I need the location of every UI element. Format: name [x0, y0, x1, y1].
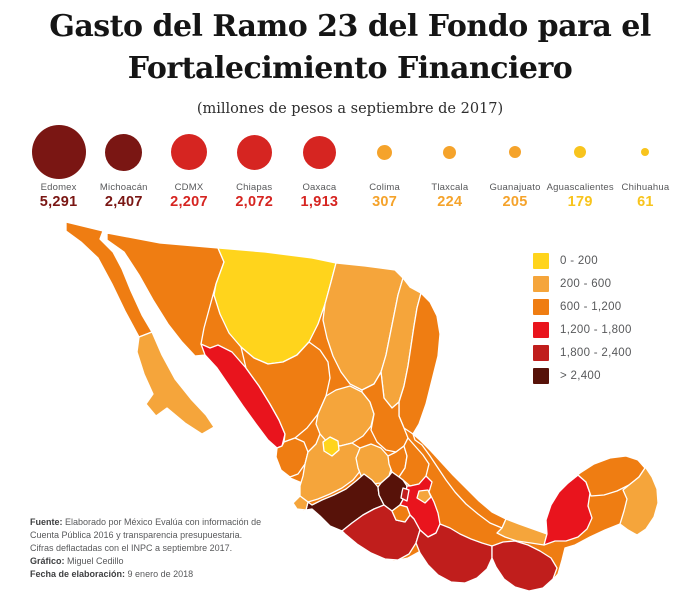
bubble-item-colima: Colima 307 — [352, 124, 417, 210]
bubble-label: Guanajuato — [489, 182, 541, 193]
bubble-label: Colima — [369, 182, 400, 193]
state-nayarit — [275, 437, 309, 478]
state-aguascalientes — [322, 436, 340, 457]
legend-swatch — [533, 321, 549, 338]
bubble-value: 1,913 — [300, 194, 339, 210]
bubble-circle — [641, 148, 650, 156]
bubble-circle — [574, 146, 587, 158]
bubble-value: 224 — [437, 194, 463, 210]
legend-label: 1,200 - 1,800 — [560, 323, 632, 336]
bubble-value: 2,207 — [170, 194, 208, 210]
bubble-item-edomex: Edomex 5,291 — [26, 124, 91, 210]
state-morelos — [391, 504, 411, 523]
legend-swatch — [533, 252, 549, 269]
legend-row: 200 - 600 — [533, 272, 632, 295]
bubble-value: 2,407 — [104, 194, 143, 210]
state-durango — [240, 341, 331, 443]
state-campeche — [543, 474, 593, 546]
state-chiapas — [491, 540, 558, 592]
bubble-label: Michoacán — [99, 182, 148, 193]
bubble-label: Edomex — [40, 182, 77, 193]
bubble-value: 179 — [567, 194, 593, 210]
bubble-item-aguascalientes: Aguascalientes 179 — [546, 124, 614, 210]
state-tamaulipas — [398, 292, 441, 435]
date-line: Fecha de elaboración: 9 enero de 2018 — [30, 569, 194, 579]
state-sinaloa — [200, 343, 286, 449]
page-subtitle: (millones de pesos a septiembre de 2017) — [196, 101, 504, 117]
state-baja-california-sur — [136, 331, 215, 435]
bubble-circle — [443, 145, 457, 159]
legend-row: > 2,400 — [533, 364, 632, 387]
legend-swatch — [533, 367, 549, 384]
source-line: Fuente: Elaborado por México Evalúa con … — [30, 517, 262, 553]
state-tlaxcala — [416, 489, 432, 504]
credit-line: Gráfico: Miguel Cedillo — [30, 556, 124, 566]
legend-swatch — [533, 298, 549, 315]
legend-swatch — [533, 275, 549, 292]
bubble-circle — [171, 134, 207, 170]
bubble-value: 61 — [637, 194, 654, 210]
bubble-item-cdmx: CDMX 2,207 — [156, 124, 221, 210]
bubble-circle — [31, 125, 86, 179]
legend-row: 600 - 1,200 — [533, 295, 632, 318]
source-notes: Fuente: Elaborado por México Evalúa con … — [30, 516, 268, 581]
state-cdmx — [400, 487, 410, 502]
bubble-circle — [302, 135, 336, 169]
bubble-label: Chiapas — [236, 182, 273, 193]
legend-row: 1,800 - 2,400 — [533, 341, 632, 364]
bubble-value: 307 — [372, 194, 398, 210]
legend-row: 0 - 200 — [533, 249, 632, 272]
legend-label: 0 - 200 — [560, 254, 598, 267]
bubble-item-michoacan: Michoacán 2,407 — [91, 124, 156, 210]
bubble-value: 5,291 — [39, 194, 78, 210]
bubble-item-chihuahua: Chihuahua 61 — [613, 124, 678, 210]
bubble-label: Chihuahua — [621, 182, 670, 193]
state-colima — [292, 495, 309, 511]
bubble-label: Aguascalientes — [546, 182, 614, 193]
bubble-value: 205 — [502, 194, 528, 210]
bubble-value: 2,072 — [235, 194, 274, 210]
state-veracruz — [412, 433, 507, 529]
bubble-label: CDMX — [174, 182, 204, 193]
legend-row: 1,200 - 1,800 — [533, 318, 632, 341]
bubble-circle — [236, 134, 272, 170]
bubble-circle — [377, 144, 393, 160]
legend-label: 1,800 - 2,400 — [560, 346, 632, 359]
map-legend: 0 - 200 200 - 600 600 - 1,200 1,200 - 1,… — [533, 249, 632, 387]
legend-label: 200 - 600 — [560, 277, 612, 290]
bubble-circle — [105, 133, 143, 171]
bubble-item-oaxaca: Oaxaca 1,913 — [287, 124, 352, 210]
bubble-item-tlaxcala: Tlaxcala 224 — [417, 124, 482, 210]
top-states-bubble-row: Edomex 5,291 Michoacán 2,407 CDMX 2,207 … — [0, 124, 700, 210]
bubble-item-guanajuato: Guanajuato 205 — [482, 124, 547, 210]
bubble-label: Tlaxcala — [431, 182, 469, 193]
bubble-circle — [509, 146, 522, 158]
bubble-label: Oaxaca — [302, 182, 337, 193]
legend-label: 600 - 1,200 — [560, 300, 622, 313]
page-title: Gasto del Ramo 23 del Fondo para el Fort… — [49, 9, 651, 86]
legend-label: > 2,400 — [560, 369, 601, 382]
legend-swatch — [533, 344, 549, 361]
state-quintana-roo — [619, 459, 659, 536]
bubble-item-chiapas: Chiapas 2,072 — [222, 124, 287, 210]
